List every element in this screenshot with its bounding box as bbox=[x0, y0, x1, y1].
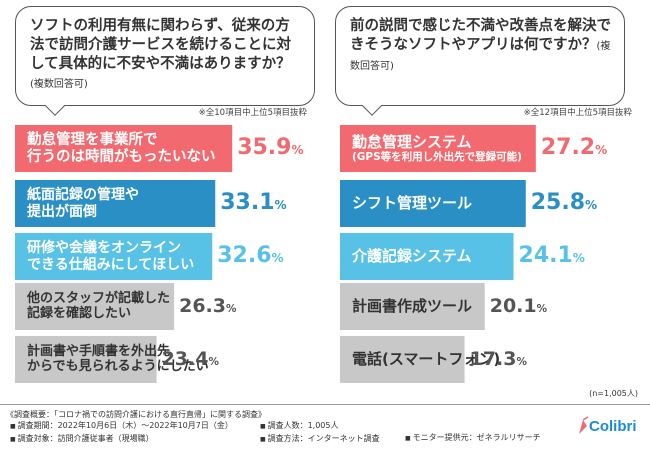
category-label-left-2: 紙面記録の管理や 提出が面倒 bbox=[27, 187, 139, 220]
question-note-left: (複数回答可) bbox=[30, 79, 88, 90]
question-note-right: (複数回答可) bbox=[350, 41, 611, 72]
footer-count: 調査人数：1,005人 bbox=[260, 420, 380, 433]
question-text-left-main: ソフトの利用有無に関わらず、従来の方法で訪問介護サービスを続けることに対して具体… bbox=[30, 18, 291, 72]
colibri-logo: Colibri bbox=[577, 414, 645, 440]
bar-chart-left bbox=[15, 125, 233, 383]
hummingbird-icon bbox=[579, 416, 589, 434]
bar-left-1 bbox=[15, 125, 233, 172]
bar-right-1 bbox=[340, 125, 536, 172]
logo-text: Colibri bbox=[589, 418, 637, 435]
value-label-left-4: 26.3% bbox=[179, 295, 237, 318]
value-label-left-1: 35.9% bbox=[237, 135, 304, 161]
footer-provider: モニター提供元：ゼネラルリサーチ bbox=[405, 432, 541, 445]
value-label-left-5: 23.4% bbox=[161, 348, 219, 371]
respondent-count: (n=1,005人) bbox=[589, 389, 638, 398]
bar-right-4 bbox=[340, 283, 485, 330]
value-label-right-2: 25.8% bbox=[530, 190, 598, 216]
category-label-left-3: 研修や会議をオンライン できる仕組みにしてほしい bbox=[27, 240, 195, 273]
category-label-right-2: シフト管理ツール bbox=[352, 193, 473, 212]
value-label-right-5: 17.3% bbox=[469, 348, 527, 371]
bar-right-5 bbox=[340, 336, 465, 383]
category-label-right-4: 計画書作成ツール bbox=[352, 296, 473, 315]
bar-right-3 bbox=[340, 233, 514, 280]
bar-left-4 bbox=[15, 283, 175, 330]
value-label-right-4: 20.1% bbox=[489, 295, 548, 318]
category-label-left-4: 他のスタッフが記載した 記録を確認したい bbox=[27, 290, 171, 321]
left-panel: ソフトの利用有無に関わらず、従来の方法で訪問介護サービスを続けることに対して具体… bbox=[0, 0, 325, 415]
value-label-right-3: 24.1% bbox=[518, 243, 585, 269]
value-label-right-1: 27.2% bbox=[540, 135, 608, 161]
footer-col-2: 調査人数：1,005人 調査方法：インターネット調査 bbox=[260, 420, 380, 446]
bar-chart-right bbox=[340, 125, 536, 383]
subnote-right: ※全12項目中上位5項目抜粋 bbox=[523, 108, 632, 118]
category-label-left-1: 勤怠管理を事業所で 行うのは時間がもったいない bbox=[27, 131, 216, 165]
survey-footer: 《調査概要：「コロナ禍での訪問介護における直行直帰」に関する調査》 調査期間：2… bbox=[0, 404, 650, 450]
bar-left-2 bbox=[15, 180, 216, 227]
footer-col-3: モニター提供元：ゼネラルリサーチ bbox=[405, 432, 541, 445]
category-label-right-3: 介護記録システム bbox=[352, 246, 472, 265]
question-box-left: ソフトの利用有無に関わらず、従来の方法で訪問介護サービスを続けることに対して具体… bbox=[15, 6, 315, 106]
bar-left-5 bbox=[15, 336, 157, 383]
question-text-left: ソフトの利用有無に関わらず、従来の方法で訪問介護サービスを続けることに対して具体… bbox=[30, 17, 302, 94]
right-panel: 前の説問で感じた不満や改善点を解決できそうなソフトやアプリは何ですか？(複数回答… bbox=[325, 0, 650, 415]
category-label-left-5: 計画書や手順書を外出先 からでも見られるようにしたい bbox=[27, 343, 209, 374]
category-label-right-1: 勤怠管理システム (GPS等を利用し外出先で登録可能) bbox=[352, 132, 522, 164]
subnote-left: ※全10項目中上位5項目抜粋 bbox=[198, 108, 307, 118]
value-label-left-2: 33.1% bbox=[220, 190, 287, 216]
footer-method: 調査方法：インターネット調査 bbox=[260, 433, 380, 446]
bar-right-2 bbox=[340, 180, 526, 227]
footer-target: 調査対象：訪問介護従事者（現場職） bbox=[10, 433, 233, 446]
bar-left-3 bbox=[15, 233, 213, 280]
category-label-right-5: 電話(スマートフォン) bbox=[352, 349, 501, 368]
footer-col-1: 調査期間：2022年10月6日（木）〜2022年10月7日（金） 調査対象：訪問… bbox=[10, 420, 233, 446]
question-text-right-main: 前の説問で感じた不満や改善点を解決できそうなソフトやアプリは何ですか？ bbox=[350, 18, 611, 53]
question-text-right: 前の説問で感じた不満や改善点を解決できそうなソフトやアプリは何ですか？(複数回答… bbox=[350, 17, 612, 76]
question-box-right: 前の説問で感じた不満や改善点を解決できそうなソフトやアプリは何ですか？(複数回答… bbox=[335, 6, 625, 106]
footer-period: 調査期間：2022年10月6日（木）〜2022年10月7日（金） bbox=[10, 420, 233, 433]
value-label-left-3: 32.6% bbox=[217, 243, 284, 269]
footer-title: 《調査概要：「コロナ禍での訪問介護における直行直帰」に関する調査》 bbox=[6, 410, 266, 419]
